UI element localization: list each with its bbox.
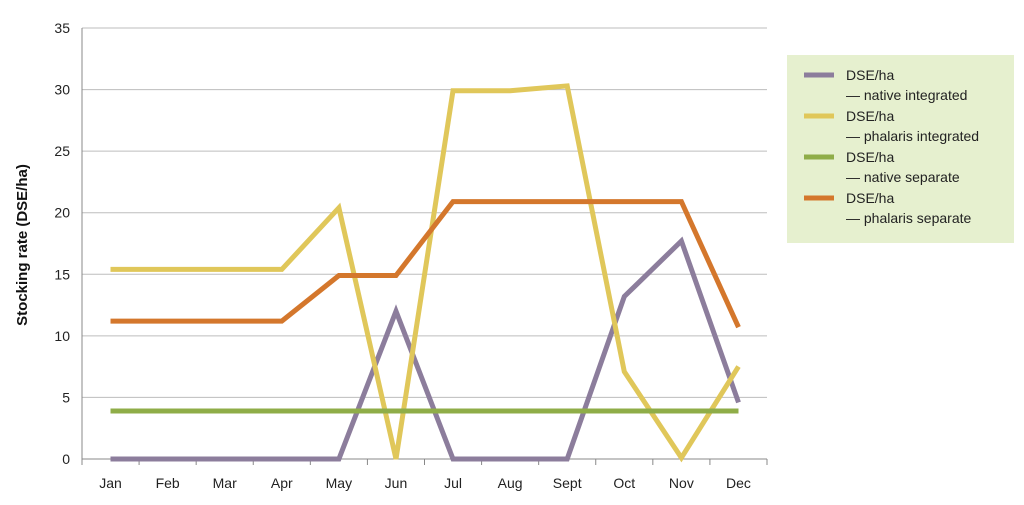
y-tick-label-20: 20 xyxy=(54,205,70,221)
x-tick-label-dec: Dec xyxy=(726,475,751,491)
gridlines xyxy=(82,27,767,398)
series-lines xyxy=(110,83,741,463)
series-line-phalaris-separate xyxy=(110,199,741,329)
x-tick-label-may: May xyxy=(326,475,352,491)
legend-label-line2-native-separate: — native separate xyxy=(846,169,960,185)
y-tick-label-25: 25 xyxy=(54,143,70,159)
axes: 0 5 10 15 20 25 30 35 Jan Feb Mar Apr May Jun Jul Aug Se… xyxy=(54,20,768,491)
x-tick-label-nov: Nov xyxy=(669,475,694,491)
x-tick-label-feb: Feb xyxy=(156,475,180,491)
legend-label-line1-native-separate: DSE/ha xyxy=(846,149,894,165)
x-tick-label-jan: Jan xyxy=(99,475,122,491)
x-tick-label-sept: Sept xyxy=(553,475,582,491)
legend: DSE/ha — native integrated DSE/ha — phalari… xyxy=(787,55,1014,243)
legend-label-line2-phalaris-integrated: — phalaris integrated xyxy=(846,128,979,144)
y-tick-label-10: 10 xyxy=(54,328,70,344)
x-tick-label-aug: Aug xyxy=(498,475,523,491)
legend-label-line1-phalaris-separate: DSE/ha xyxy=(846,190,894,206)
y-tick-label-35: 35 xyxy=(54,20,70,36)
x-tick-label-oct: Oct xyxy=(613,475,635,491)
y-tick-label-30: 30 xyxy=(54,82,70,98)
legend-label-line2-native-integrated: — native integrated xyxy=(846,87,967,103)
y-tick-label-0: 0 xyxy=(62,451,70,467)
series-line-phalaris-integrated xyxy=(110,83,741,463)
x-tick-label-apr: Apr xyxy=(271,475,293,491)
y-tick-label-5: 5 xyxy=(62,389,70,405)
legend-label-line1-native-integrated: DSE/ha xyxy=(846,67,894,83)
series-line-native-integrated xyxy=(110,236,741,462)
y-axis-title: Stocking rate (DSE/ha) xyxy=(14,164,31,326)
x-tick-label-jun: Jun xyxy=(385,475,408,491)
legend-background xyxy=(787,55,1014,243)
legend-label-line1-phalaris-integrated: DSE/ha xyxy=(846,108,894,124)
x-tick-label-mar: Mar xyxy=(213,475,237,491)
x-tick-label-jul: Jul xyxy=(444,475,462,491)
y-tick-label-15: 15 xyxy=(54,266,70,282)
legend-label-line2-phalaris-separate: — phalaris separate xyxy=(846,210,972,226)
